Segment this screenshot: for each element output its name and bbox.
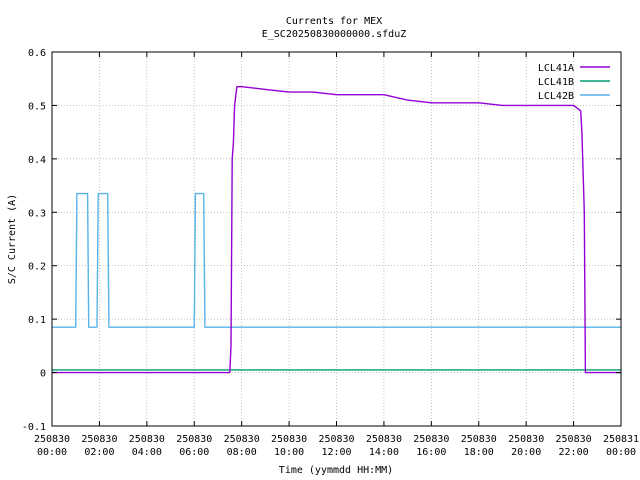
legend: LCL41A LCL41B LCL42B bbox=[538, 63, 610, 102]
x-axis: 250830 00:00 250830 02:00 250830 04:00 250830 0… bbox=[34, 52, 639, 458]
y-tick-label: 0.2 bbox=[28, 262, 46, 273]
x-tick-date-label: 250830 bbox=[508, 434, 544, 445]
chart-subtitle: E_SC20250830000000.sfduZ bbox=[262, 29, 407, 40]
y-tick-label: 0.3 bbox=[28, 208, 46, 219]
chart-title: Currents for MEX bbox=[286, 16, 382, 27]
x-tick-time-label: 22:00 bbox=[559, 447, 589, 458]
x-tick-date-label: 250830 bbox=[271, 434, 307, 445]
y-tick-label: 0.1 bbox=[28, 315, 46, 326]
x-tick-date-label: 250830 bbox=[413, 434, 449, 445]
x-tick-date-label: 250830 bbox=[129, 434, 165, 445]
x-axis-label: Time (yymmdd HH:MM) bbox=[279, 465, 393, 476]
y-tick-label: -0.1 bbox=[22, 422, 46, 433]
x-tick-date-label: 250830 bbox=[318, 434, 354, 445]
y-axis-label: S/C Current (A) bbox=[7, 194, 18, 284]
x-tick-time-label: 06:00 bbox=[179, 447, 209, 458]
x-tick-time-label: 18:00 bbox=[464, 447, 494, 458]
x-tick-date-label: 250830 bbox=[176, 434, 212, 445]
y-axis: -0.1 0 0.1 0.2 0.3 0.4 0.5 0.6 bbox=[22, 48, 621, 433]
x-tick-time-label: 12:00 bbox=[321, 447, 351, 458]
x-tick-time-label: 00:00 bbox=[37, 447, 67, 458]
y-tick-label: 0.6 bbox=[28, 48, 46, 59]
legend-label-lcl41b: LCL41B bbox=[538, 77, 574, 88]
legend-label-lcl42b: LCL42B bbox=[538, 91, 574, 102]
series-line-lcl41a bbox=[52, 85, 621, 374]
y-tick-label: 0.4 bbox=[28, 155, 46, 166]
x-tick-time-label: 14:00 bbox=[369, 447, 399, 458]
legend-label-lcl41a: LCL41A bbox=[538, 63, 574, 74]
x-tick-time-label: 10:00 bbox=[274, 447, 304, 458]
x-tick-time-label: 00:00 bbox=[606, 447, 636, 458]
x-tick-date-label: 250830 bbox=[81, 434, 117, 445]
x-tick-time-label: 08:00 bbox=[227, 447, 257, 458]
x-tick-date-label: 250830 bbox=[224, 434, 260, 445]
x-tick-date-label: 250830 bbox=[461, 434, 497, 445]
x-tick-date-label: 250830 bbox=[34, 434, 70, 445]
x-tick-date-label: 250830 bbox=[366, 434, 402, 445]
x-tick-time-label: 02:00 bbox=[84, 447, 114, 458]
x-tick-time-label: 20:00 bbox=[511, 447, 541, 458]
x-tick-time-label: 16:00 bbox=[416, 447, 446, 458]
series-line-lcl42b bbox=[52, 192, 621, 328]
x-tick-time-label: 04:00 bbox=[132, 447, 162, 458]
y-tick-label: 0 bbox=[40, 369, 46, 380]
series-layer bbox=[52, 85, 621, 374]
x-tick-date-label: 250831 bbox=[603, 434, 639, 445]
y-tick-label: 0.5 bbox=[28, 101, 46, 112]
x-tick-date-label: 250830 bbox=[556, 434, 592, 445]
